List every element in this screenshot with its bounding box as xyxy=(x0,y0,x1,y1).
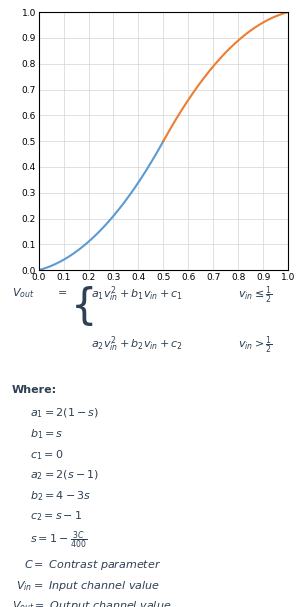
Text: $v_{in} > \frac{1}{2}$: $v_{in} > \frac{1}{2}$ xyxy=(238,334,272,356)
Text: $\{$: $\{$ xyxy=(70,285,93,328)
Text: $a_2 v_{in}^2 + b_2 v_{in} + c_2$: $a_2 v_{in}^2 + b_2 v_{in} + c_2$ xyxy=(91,334,183,354)
Text: $a_1 v_{in}^2 + b_1 v_{in} + c_1$: $a_1 v_{in}^2 + b_1 v_{in} + c_1$ xyxy=(91,285,183,304)
Text: $=$: $=$ xyxy=(55,286,67,296)
Text: $b_2 = 4 - 3s$: $b_2 = 4 - 3s$ xyxy=(30,489,91,503)
Text: $c_2 = s - 1$: $c_2 = s - 1$ xyxy=(30,509,82,523)
Text: $c_1 = 0$: $c_1 = 0$ xyxy=(30,448,63,462)
Text: $v_{in} \leq \frac{1}{2}$: $v_{in} \leq \frac{1}{2}$ xyxy=(238,285,272,306)
Text: $s = 1 - \frac{3C}{400}$: $s = 1 - \frac{3C}{400}$ xyxy=(30,530,87,551)
Text: $V_{out} =$ Output channel value: $V_{out} =$ Output channel value xyxy=(12,599,171,607)
Text: $b_1 = s$: $b_1 = s$ xyxy=(30,427,63,441)
Text: $V_{in} =$ Input channel value: $V_{in} =$ Input channel value xyxy=(16,578,160,592)
Text: $C =$ Contrast parameter: $C =$ Contrast parameter xyxy=(24,558,161,572)
Text: $a_2 = 2(s - 1)$: $a_2 = 2(s - 1)$ xyxy=(30,469,99,482)
Text: Where:: Where: xyxy=(12,385,57,395)
Text: $a_1 = 2(1 - s)$: $a_1 = 2(1 - s)$ xyxy=(30,407,99,421)
Text: $V_{out}$: $V_{out}$ xyxy=(12,286,34,300)
